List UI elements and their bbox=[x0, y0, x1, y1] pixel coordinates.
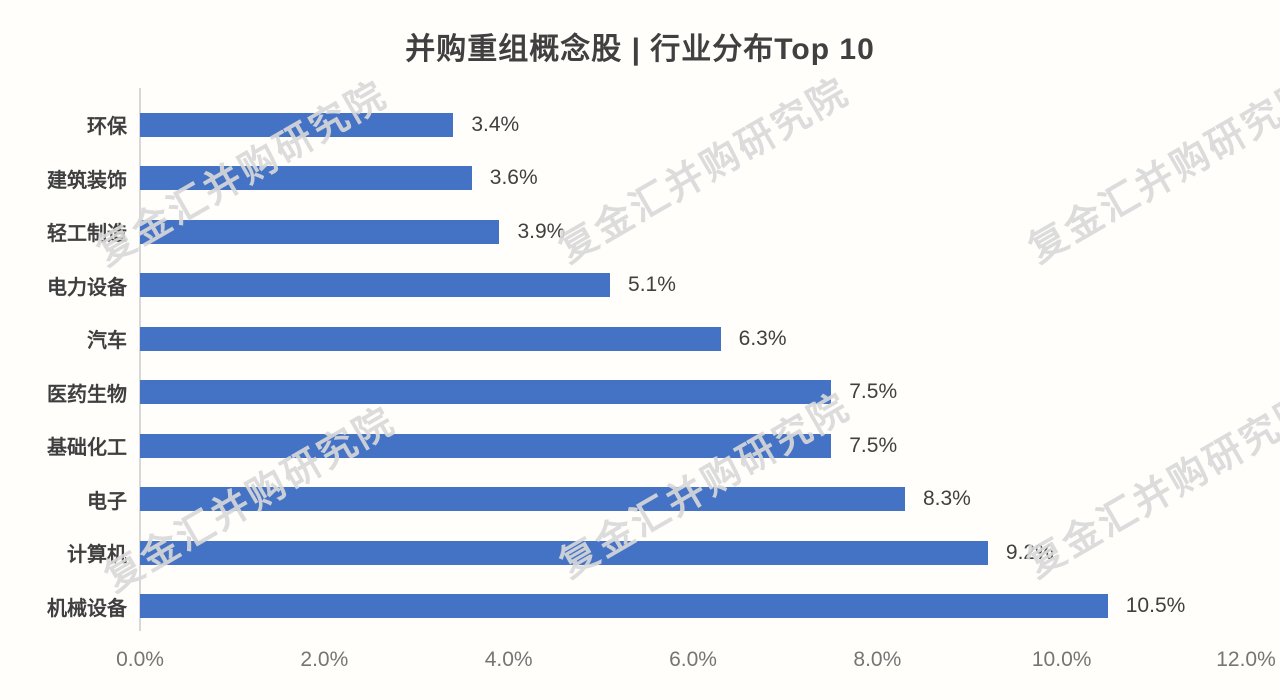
bar-value-label: 10.5% bbox=[1125, 594, 1186, 618]
category-label: 医药生物 bbox=[47, 383, 127, 406]
plot-rows: 环保 3.4% 建筑装饰 3.6% 轻工制造 3.9% 电力设备 5.1% 汽车 6.3% 医药生物… bbox=[0, 98, 1246, 633]
bar bbox=[140, 273, 611, 298]
category-label: 电子 bbox=[87, 490, 127, 513]
bar-value-label: 7.5% bbox=[849, 380, 898, 404]
x-axis: 0.0% 2.0% 4.0% 6.0% 8.0% 10.0% 12.0% bbox=[116, 648, 1276, 674]
bar bbox=[140, 487, 905, 512]
bar-value-label: 8.3% bbox=[922, 487, 971, 511]
category-label: 计算机 bbox=[67, 544, 127, 567]
bar-value-label: 3.6% bbox=[489, 166, 538, 190]
bar bbox=[140, 540, 988, 565]
category-label: 汽车 bbox=[87, 330, 127, 353]
bar-row: 环保 3.4% bbox=[0, 98, 1246, 152]
bar bbox=[140, 433, 832, 458]
bar bbox=[140, 112, 454, 137]
x-axis-tick-label: 0.0% bbox=[116, 648, 164, 671]
bar-row: 轻工制造 3.9% bbox=[0, 205, 1246, 259]
bar-row: 建筑装饰 3.6% bbox=[0, 152, 1246, 206]
bar-track: 9.2% bbox=[140, 540, 1246, 565]
bar-row: 计算机 9.2% bbox=[0, 526, 1246, 580]
chart-title: 并购重组概念股 | 行业分布Top 10 bbox=[405, 33, 875, 66]
category-label: 建筑装饰 bbox=[47, 169, 127, 192]
bar-value-label: 5.1% bbox=[628, 273, 676, 297]
bar-track: 3.4% bbox=[140, 112, 1246, 137]
bar-track: 3.9% bbox=[140, 219, 1246, 244]
bar-row: 机械设备 10.5% bbox=[0, 580, 1246, 634]
bar-track: 7.5% bbox=[140, 433, 1246, 458]
x-axis-tick-label: 8.0% bbox=[853, 648, 902, 671]
bar-track: 7.5% bbox=[140, 380, 1246, 405]
bar-track: 8.3% bbox=[140, 487, 1246, 512]
category-label: 机械设备 bbox=[47, 597, 127, 620]
bar-row: 汽车 6.3% bbox=[0, 312, 1246, 366]
bar-value-label: 7.5% bbox=[849, 433, 898, 457]
x-axis-tick-label: 4.0% bbox=[484, 648, 533, 671]
bar-track: 5.1% bbox=[140, 273, 1246, 298]
category-label: 电力设备 bbox=[47, 276, 127, 299]
bar bbox=[140, 594, 1108, 619]
category-label: 轻工制造 bbox=[47, 223, 127, 246]
bar-row: 电力设备 5.1% bbox=[0, 259, 1246, 313]
category-label: 基础化工 bbox=[47, 437, 127, 460]
bar-track: 3.6% bbox=[140, 166, 1246, 191]
bar-row: 基础化工 7.5% bbox=[0, 419, 1246, 473]
x-axis-tick-label: 10.0% bbox=[1031, 648, 1092, 671]
bar-value-label: 9.2% bbox=[1005, 540, 1054, 564]
bar-track: 6.3% bbox=[140, 326, 1246, 351]
y-axis-line bbox=[139, 88, 141, 631]
category-label: 环保 bbox=[87, 116, 127, 139]
x-axis-tick-label: 2.0% bbox=[300, 648, 349, 671]
bar-value-label: 6.3% bbox=[738, 326, 787, 350]
x-axis-tick-label: 12.0% bbox=[1216, 648, 1276, 671]
bar bbox=[140, 326, 721, 351]
bar-row: 医药生物 7.5% bbox=[0, 366, 1246, 420]
bar-value-label: 3.4% bbox=[471, 112, 520, 136]
bar bbox=[140, 380, 832, 405]
bar-row: 电子 8.3% bbox=[0, 473, 1246, 527]
bar bbox=[140, 219, 500, 244]
bar bbox=[140, 166, 472, 191]
x-axis-tick-label: 6.0% bbox=[669, 648, 717, 671]
bar-track: 10.5% bbox=[140, 594, 1246, 619]
bar-value-label: 3.9% bbox=[517, 219, 566, 243]
